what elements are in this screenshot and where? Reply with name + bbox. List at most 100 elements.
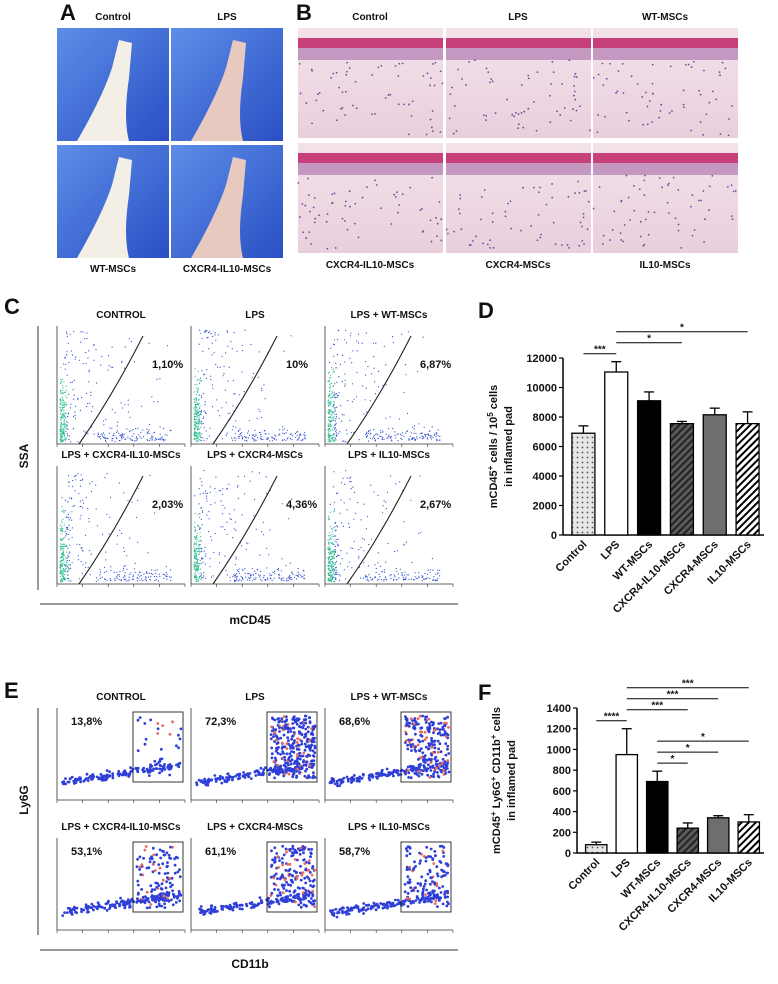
event-dot [136,770,139,773]
event-dot [329,420,330,421]
event-dot [330,403,331,404]
event-dot [401,334,402,335]
event-dot [305,745,308,748]
event-dot [281,863,284,866]
event-dot [81,331,82,332]
event-dot [413,437,414,438]
event-dot [313,759,316,762]
event-dot [328,412,329,413]
nucleus [599,186,601,188]
x-axis-label: CD11b [231,957,268,971]
event-dot [274,578,275,579]
event-dot [296,893,299,896]
event-dot [427,873,430,876]
event-dot [123,568,124,569]
event-dot [298,572,299,573]
event-dot [67,548,68,549]
event-dot [335,439,336,440]
event-dot [384,500,385,501]
event-dot [428,744,431,747]
event-dot [128,404,129,405]
event-dot [344,373,345,374]
event-dot [330,411,331,412]
nucleus [310,243,312,245]
histology-label: CXCR4-MSCs [485,260,550,271]
event-dot [295,850,298,853]
event-dot [329,384,330,385]
event-dot [335,549,336,550]
event-dot [65,417,66,418]
event-dot [422,438,423,439]
nucleus [397,75,399,77]
event-dot [375,576,376,577]
event-dot [60,390,61,391]
event-dot [296,741,299,744]
event-dot [196,432,197,433]
event-dot [270,737,273,740]
event-dot [423,337,424,338]
event-dot [60,441,61,442]
event-dot [162,436,163,437]
event-dot [328,430,329,431]
event-dot [66,568,67,569]
nucleus [551,197,553,199]
event-dot [194,558,195,559]
event-dot [364,413,365,414]
event-dot [209,566,210,567]
event-dot [268,772,271,775]
event-dot [111,367,112,368]
event-dot [175,744,178,747]
event-dot [334,574,335,575]
event-dot [433,579,434,580]
nucleus [513,115,515,117]
event-dot [254,774,257,777]
event-dot [199,488,200,489]
event-dot [292,727,295,730]
event-dot [279,575,280,576]
event-dot [412,765,415,768]
event-dot [277,866,280,869]
nucleus [668,212,670,214]
event-dot [390,438,391,439]
event-dot [138,868,141,871]
event-dot [125,565,126,566]
nucleus [602,243,604,245]
event-dot [199,395,200,396]
event-dot [214,334,215,335]
event-dot [97,436,98,437]
nucleus [439,201,441,203]
event-dot [280,876,283,879]
event-dot [442,903,445,906]
event-dot [65,395,66,396]
event-dot [60,547,61,548]
event-dot [425,435,426,436]
event-dot [88,381,89,382]
event-dot [425,897,428,900]
event-dot [272,580,273,581]
nucleus [528,77,530,79]
event-dot [68,564,69,565]
event-dot [87,357,88,358]
nucleus [297,182,299,184]
event-dot [296,737,299,740]
event-dot [300,901,303,904]
nucleus [422,75,424,77]
nucleus [380,65,382,67]
event-dot [92,909,95,912]
event-dot [373,436,374,437]
event-dot [333,555,334,556]
event-dot [418,750,421,753]
event-dot [81,397,82,398]
event-dot [414,425,415,426]
event-dot [160,439,161,440]
event-dot [419,577,420,578]
event-dot [137,577,138,578]
event-dot [194,573,195,574]
event-dot [215,477,216,478]
event-dot [403,436,404,437]
event-dot [277,888,280,891]
event-dot [423,766,426,769]
event-dot [202,351,203,352]
event-dot [335,424,336,425]
event-dot [367,907,370,910]
